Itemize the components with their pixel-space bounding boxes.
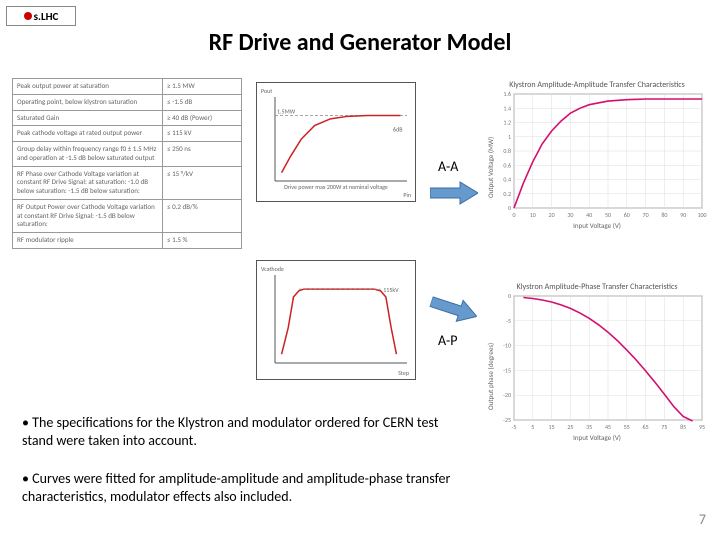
- svg-text:-5: -5: [506, 317, 511, 325]
- logo-dot-icon: [24, 12, 32, 20]
- chart-ap-big: Klystron Amplitude-Phase Transfer Charac…: [484, 280, 710, 440]
- ap-big-ylabel: Output phase (degrees): [486, 343, 495, 410]
- svg-text:30: 30: [567, 211, 573, 219]
- arrow-ap-label: A-P: [438, 332, 458, 349]
- svg-text:35: 35: [586, 423, 592, 431]
- ap-small-ylabel: Vcathode: [261, 265, 284, 273]
- aa-small-xlabel: Pin: [403, 191, 411, 199]
- table-cell: ≥ 1.5 MW: [163, 79, 242, 95]
- svg-text:0: 0: [512, 211, 515, 219]
- svg-text:60: 60: [624, 211, 630, 219]
- aa-small-caption: Drive power max 200W at nominal voltage: [277, 183, 395, 191]
- ap-small-plot: 115kV: [257, 261, 417, 381]
- svg-text:-10: -10: [503, 342, 511, 350]
- table-row: RF modulator ripple≤ 1.5 %: [13, 233, 242, 249]
- svg-text:75: 75: [661, 423, 667, 431]
- chart-aa-big: Klystron Amplitude-Amplitude Transfer Ch…: [484, 78, 710, 228]
- ap-big-title: Klystron Amplitude-Phase Transfer Charac…: [484, 282, 710, 292]
- table-row: RF Phase over Cathode Voltage variation …: [13, 166, 242, 199]
- svg-text:40: 40: [586, 211, 592, 219]
- svg-text:70: 70: [643, 211, 649, 219]
- ap-small-caption: Step: [398, 369, 409, 377]
- svg-text:1.4: 1.4: [503, 104, 511, 112]
- spec-table-body: Peak output power at saturation≥ 1.5 MWO…: [13, 79, 242, 249]
- svg-text:85: 85: [680, 423, 686, 431]
- svg-text:0.6: 0.6: [503, 161, 511, 169]
- table-cell: ≤ 0.2 dB/%: [163, 199, 242, 232]
- chart-aa-small: Pout 1.5MW 6dB Drive power max 200W at no…: [256, 82, 416, 202]
- table-cell: Operating point, below klystron saturati…: [13, 94, 163, 110]
- table-row: RF Output Power over Cathode Voltage var…: [13, 199, 242, 232]
- svg-text:0: 0: [508, 204, 511, 212]
- table-cell: Peak cathode voltage at rated output pow…: [13, 126, 163, 142]
- aa-big-ylabel: Output Voltage (MW): [486, 137, 495, 198]
- svg-text:90: 90: [680, 211, 686, 219]
- table-cell: RF Phase over Cathode Voltage variation …: [13, 166, 163, 199]
- svg-text:0.4: 0.4: [503, 176, 511, 184]
- aa-big-title: Klystron Amplitude-Amplitude Transfer Ch…: [484, 80, 710, 90]
- ap-big-plot: -5 5 15 25 35 45 55 65 75 85 95 -25 -20 -15 -10 -5 0: [484, 280, 710, 440]
- table-cell: ≥ 40 dB (Power): [163, 110, 242, 126]
- svg-text:50: 50: [605, 211, 611, 219]
- table-cell: RF modulator ripple: [13, 233, 163, 249]
- svg-text:1.6: 1.6: [503, 90, 511, 98]
- svg-text:20: 20: [549, 211, 555, 219]
- table-row: Saturated Gain≥ 40 dB (Power): [13, 110, 242, 126]
- svg-text:115kV: 115kV: [383, 286, 399, 294]
- ap-big-xlabel: Input Voltage (V): [484, 433, 710, 442]
- svg-text:55: 55: [624, 423, 630, 431]
- svg-text:1.5MW: 1.5MW: [277, 107, 296, 115]
- svg-text:5: 5: [531, 423, 534, 431]
- page-number: 7: [699, 511, 706, 528]
- svg-text:95: 95: [699, 423, 705, 431]
- bullet-2: • Curves were fitted for amplitude-ampli…: [22, 470, 462, 505]
- svg-text:-25: -25: [503, 416, 511, 424]
- aa-big-plot: 0 10 20 30 40 50 60 70 80 90 100 0 0.2 0.4 0.6 0.8 1 1.2 1…: [484, 78, 710, 228]
- table-cell: ≤ 250 ns: [163, 142, 242, 167]
- svg-text:25: 25: [567, 423, 573, 431]
- table-cell: ≤ 115 kV: [163, 126, 242, 142]
- svg-text:45: 45: [605, 423, 611, 431]
- svg-text:0.2: 0.2: [503, 190, 511, 198]
- arrow-ap-icon: [427, 289, 481, 329]
- svg-text:0.8: 0.8: [503, 147, 511, 155]
- table-cell: ≤ 15 °/kV: [163, 166, 242, 199]
- svg-text:6dB: 6dB: [393, 125, 402, 133]
- svg-text:100: 100: [697, 211, 706, 219]
- chart-ap-small: Vcathode 115kV Step: [256, 260, 416, 380]
- table-row: Group delay within frequency range f0 ± …: [13, 142, 242, 167]
- svg-text:-20: -20: [503, 391, 511, 399]
- table-cell: ≤ 1.5 %: [163, 233, 242, 249]
- table-cell: Peak output power at saturation: [13, 79, 163, 95]
- svg-text:-5: -5: [512, 423, 517, 431]
- table-row: Peak output power at saturation≥ 1.5 MW: [13, 79, 242, 95]
- spec-table: Peak output power at saturation≥ 1.5 MWO…: [12, 78, 242, 249]
- svg-text:15: 15: [549, 423, 555, 431]
- svg-text:10: 10: [530, 211, 536, 219]
- table-cell: Saturated Gain: [13, 110, 163, 126]
- svg-text:65: 65: [643, 423, 649, 431]
- svg-text:0: 0: [508, 292, 511, 300]
- aa-big-xlabel: Input Voltage (V): [484, 221, 710, 230]
- page-title: RF Drive and Generator Model: [0, 28, 720, 57]
- logo-text: s.LHC: [34, 10, 59, 23]
- svg-text:1.2: 1.2: [503, 119, 511, 127]
- svg-text:1: 1: [508, 133, 511, 141]
- bullet-1: • The specifications for the Klystron an…: [22, 414, 462, 449]
- table-cell: ≤ -1.5 dB: [163, 94, 242, 110]
- svg-text:80: 80: [661, 211, 667, 219]
- arrow-aa-icon: [430, 180, 478, 206]
- table-cell: Group delay within frequency range f0 ± …: [13, 142, 163, 167]
- svg-text:-15: -15: [503, 366, 511, 374]
- table-row: Peak cathode voltage at rated output pow…: [13, 126, 242, 142]
- arrow-aa-label: A-A: [438, 158, 458, 175]
- table-cell: RF Output Power over Cathode Voltage var…: [13, 199, 163, 232]
- table-row: Operating point, below klystron saturati…: [13, 94, 242, 110]
- aa-small-ylabel: Pout: [261, 87, 272, 95]
- slhc-logo: s.LHC: [6, 6, 76, 26]
